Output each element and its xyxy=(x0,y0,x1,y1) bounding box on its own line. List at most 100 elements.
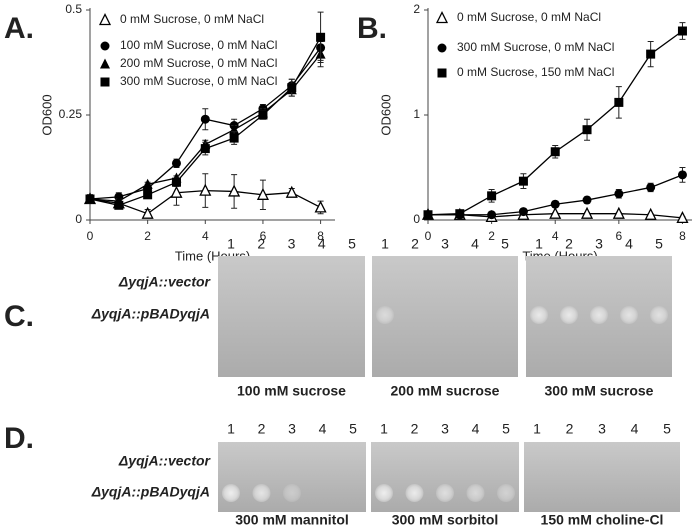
marker xyxy=(171,158,181,168)
marker xyxy=(200,144,210,154)
marker xyxy=(614,189,624,199)
plate-caption: 200 mM sucrose xyxy=(391,383,500,399)
column-number: 1 xyxy=(535,236,543,252)
marker xyxy=(582,125,592,135)
marker xyxy=(644,207,657,220)
legend-label: 0 mM Sucrose, 0 mM NaCl xyxy=(457,10,601,24)
legend-label: 300 mM Sucrose, 0 mM NaCl xyxy=(120,74,277,88)
x-tick-label: 0 xyxy=(425,229,432,243)
x-tick-label: 2 xyxy=(488,229,495,243)
marker xyxy=(314,200,327,213)
marker xyxy=(316,32,326,42)
column-number: 2 xyxy=(257,236,265,252)
legend-marker xyxy=(100,41,110,51)
x-tick-label: 8 xyxy=(679,229,686,243)
marker xyxy=(550,147,560,157)
marker xyxy=(646,49,656,59)
column-number: 5 xyxy=(502,421,510,437)
marker xyxy=(580,206,594,219)
column-number: 4 xyxy=(318,236,326,252)
marker xyxy=(677,26,687,36)
plate xyxy=(524,442,680,512)
legend-marker xyxy=(437,43,447,53)
legend-label: 0 mM Sucrose, 0 mM NaCl xyxy=(120,12,264,26)
column-number: 2 xyxy=(565,236,573,252)
legend-label: 100 mM Sucrose, 0 mM NaCl xyxy=(120,38,277,52)
colony-spot xyxy=(590,306,608,324)
marker xyxy=(228,184,241,197)
legend-label: 200 mM Sucrose, 0 mM NaCl xyxy=(120,56,277,70)
column-number: 2 xyxy=(258,421,266,437)
colony-spot xyxy=(620,306,638,324)
column-number: 2 xyxy=(411,236,419,252)
column-number: 1 xyxy=(533,421,541,437)
column-number: 3 xyxy=(441,236,449,252)
column-number: 5 xyxy=(501,236,509,252)
column-number: 5 xyxy=(655,236,663,252)
colony-spot xyxy=(222,484,240,502)
column-number: 3 xyxy=(595,236,603,252)
series-line xyxy=(427,30,683,216)
row-label: ΔyqjA::pBADyqjA xyxy=(91,306,210,322)
panel-label: C. xyxy=(4,300,34,333)
marker xyxy=(676,210,689,224)
column-number: 4 xyxy=(631,421,639,437)
panel-label: B. xyxy=(357,12,387,45)
x-tick-label: 4 xyxy=(202,229,209,243)
colony-spot xyxy=(283,484,301,502)
column-number: 4 xyxy=(625,236,633,252)
column-number: 4 xyxy=(471,236,479,252)
column-number: 3 xyxy=(441,421,449,437)
marker xyxy=(141,206,154,219)
marker xyxy=(170,185,183,198)
column-number: 1 xyxy=(227,421,235,437)
colony-spot xyxy=(405,484,424,502)
colony-spot xyxy=(560,306,578,324)
row-label: ΔyqjA::vector xyxy=(118,453,212,469)
legend-label: 0 mM Sucrose, 150 mM NaCl xyxy=(457,65,614,79)
marker xyxy=(287,83,297,93)
colony-spot xyxy=(252,484,271,502)
colony-spot xyxy=(497,484,515,502)
column-number: 5 xyxy=(663,421,671,437)
legend-marker xyxy=(100,77,110,87)
x-tick-label: 8 xyxy=(317,229,324,243)
column-number: 5 xyxy=(348,236,356,252)
column-number: 1 xyxy=(380,421,388,437)
marker xyxy=(582,195,592,205)
x-tick-label: 4 xyxy=(552,229,559,243)
colony-spot xyxy=(375,484,393,502)
legend-label: 300 mM Sucrose, 0 mM NaCl xyxy=(457,40,614,54)
column-number: 3 xyxy=(288,421,296,437)
y-axis-label: OD600 xyxy=(378,94,393,135)
plate-caption: 100 mM sucrose xyxy=(237,383,346,399)
column-number: 4 xyxy=(472,421,480,437)
plate xyxy=(372,256,518,377)
marker xyxy=(85,194,95,204)
row-label: ΔyqjA::pBADyqjA xyxy=(91,484,210,500)
marker xyxy=(285,185,298,198)
marker xyxy=(614,97,624,107)
y-tick-label: 0 xyxy=(413,212,420,226)
marker xyxy=(612,206,625,219)
y-tick-label: 2 xyxy=(413,2,420,16)
y-tick-label: 0.5 xyxy=(65,2,82,16)
marker xyxy=(677,170,687,180)
column-number: 5 xyxy=(349,421,357,437)
plate-caption: 300 mM sorbitol xyxy=(392,512,499,528)
row-label: ΔyqjA::vector xyxy=(118,274,212,290)
panel-label: D. xyxy=(4,422,34,455)
column-number: 3 xyxy=(598,421,606,437)
x-tick-label: 2 xyxy=(144,229,151,243)
column-number: 1 xyxy=(227,236,235,252)
column-number: 1 xyxy=(381,236,389,252)
y-tick-label: 1 xyxy=(413,107,420,121)
marker xyxy=(171,177,181,187)
marker xyxy=(143,190,153,200)
legend-marker xyxy=(437,68,447,78)
marker xyxy=(646,182,656,192)
marker xyxy=(423,210,433,220)
marker xyxy=(487,210,497,220)
marker xyxy=(518,176,528,186)
